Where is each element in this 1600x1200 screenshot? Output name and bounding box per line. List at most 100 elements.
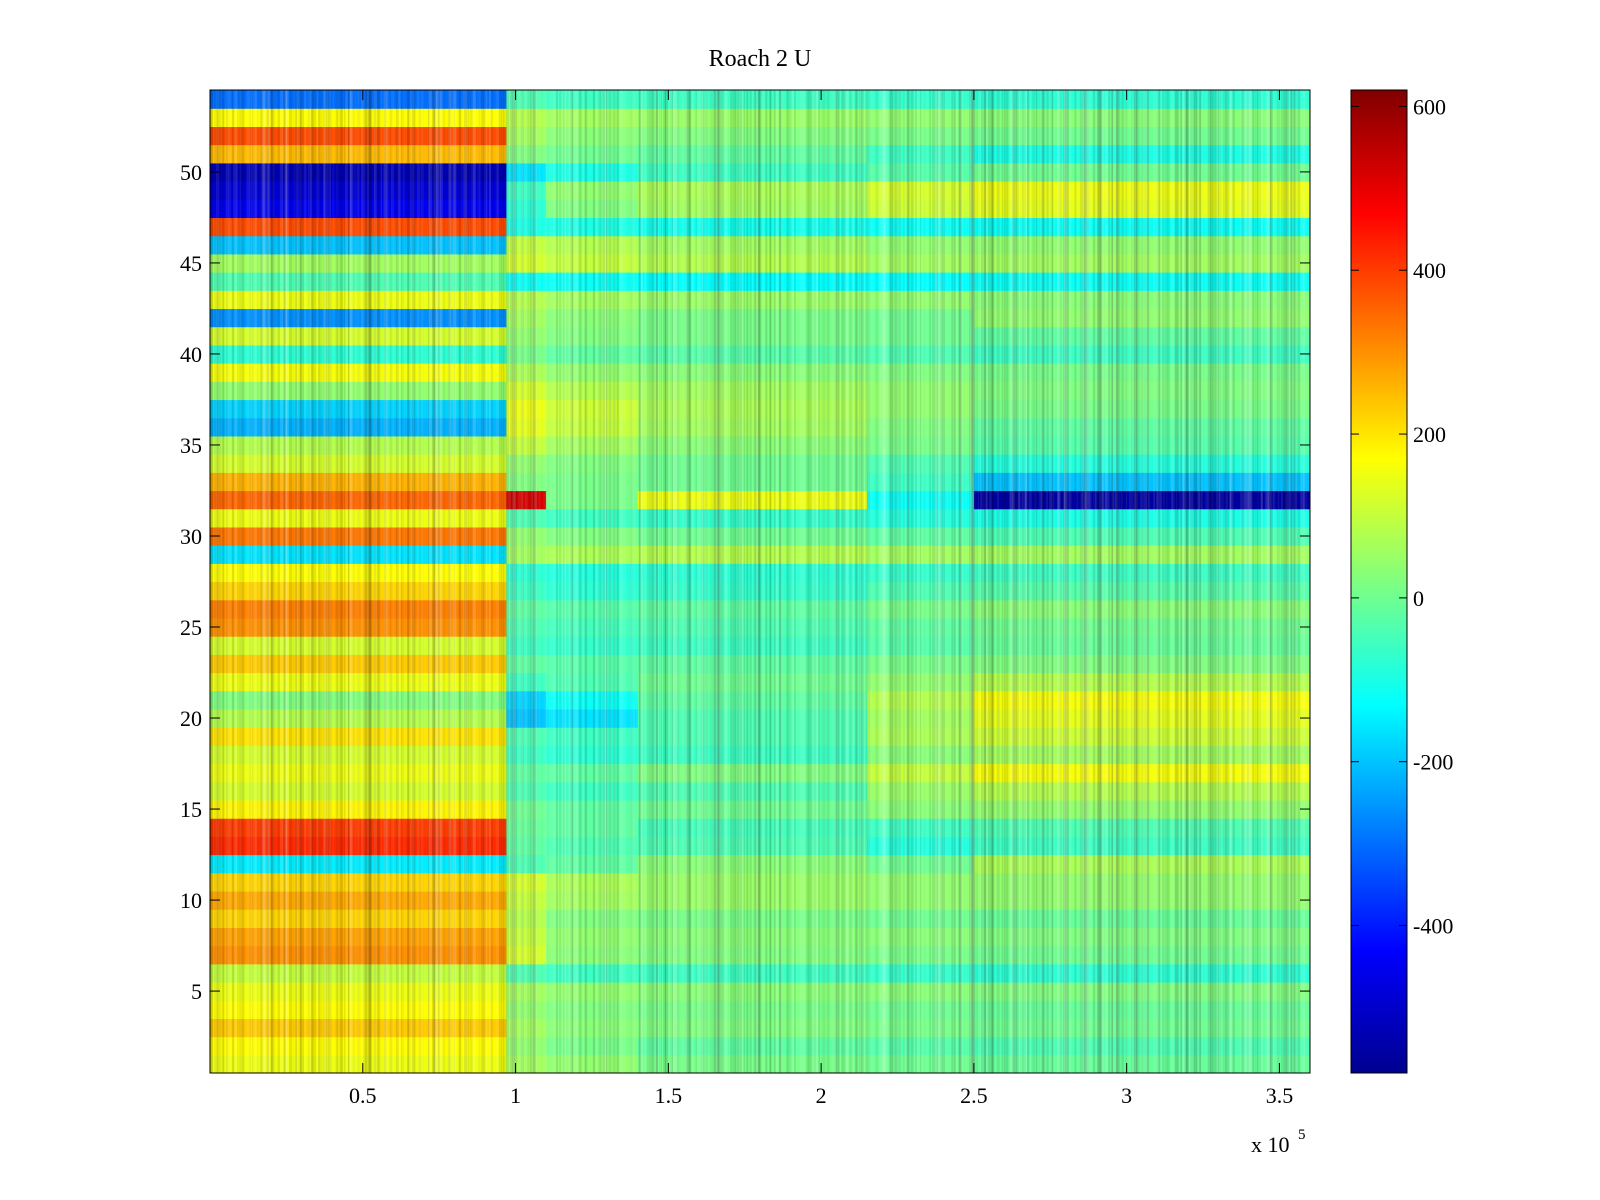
texture-stripe (1227, 90, 1230, 1073)
texture-stripe (759, 90, 762, 1073)
heatmap-cell (506, 545, 547, 564)
texture-stripe (769, 90, 772, 1073)
texture-stripe (971, 90, 974, 1073)
texture-stripe (609, 90, 612, 1073)
heatmap-cell (210, 144, 507, 164)
texture-stripe (1222, 90, 1224, 1073)
heatmap-cell (637, 890, 868, 910)
texture-stripe (1085, 90, 1088, 1073)
texture-stripe (1018, 90, 1020, 1073)
heatmap-cell (637, 199, 868, 219)
texture-stripe (570, 90, 573, 1073)
texture-stripe (341, 90, 343, 1073)
texture-stripe (593, 90, 595, 1073)
texture-stripe (438, 90, 441, 1073)
texture-stripe (237, 90, 239, 1073)
heatmap-cell (866, 90, 975, 109)
texture-stripe (521, 90, 524, 1073)
texture-stripe (957, 90, 960, 1073)
colorbar-tick-label: 600 (1413, 94, 1446, 119)
heatmap-cell (506, 927, 547, 947)
texture-stripe (373, 90, 377, 1073)
texture-stripe (1198, 90, 1201, 1073)
heatmap-cell (973, 326, 1310, 346)
texture-stripe (826, 90, 829, 1073)
texture-stripe (952, 90, 956, 1073)
texture-stripe (683, 90, 685, 1073)
texture-stripe (712, 90, 716, 1073)
texture-stripe (416, 90, 421, 1073)
heatmap-cell (973, 799, 1310, 819)
texture-stripe (1156, 90, 1158, 1073)
texture-stripe (1305, 90, 1308, 1073)
heatmap-cell (210, 181, 507, 200)
texture-stripe (239, 90, 241, 1073)
heatmap-cell (973, 1036, 1310, 1056)
texture-stripe (1255, 90, 1257, 1073)
heatmap-cell (210, 1054, 507, 1073)
texture-stripe (267, 90, 270, 1073)
texture-stripe (971, 90, 974, 1073)
texture-stripe (865, 90, 868, 1073)
texture-stripe (402, 90, 405, 1073)
texture-stripe (283, 90, 285, 1073)
texture-stripe (595, 90, 598, 1073)
texture-stripe (513, 90, 516, 1073)
texture-stripe (1105, 90, 1107, 1073)
texture-stripe (1086, 90, 1090, 1073)
texture-stripe (219, 90, 222, 1073)
texture-stripe (1105, 90, 1109, 1073)
texture-stripe (488, 90, 492, 1073)
texture-stripe (737, 90, 740, 1073)
texture-stripe (1269, 90, 1272, 1073)
texture-stripe (891, 90, 893, 1073)
texture-stripe (1147, 90, 1150, 1073)
texture-stripe (644, 90, 647, 1073)
texture-stripe (636, 90, 638, 1073)
texture-stripe (853, 90, 855, 1073)
texture-stripe (630, 90, 632, 1073)
heatmap-cell (546, 581, 639, 601)
texture-stripe (1268, 90, 1272, 1073)
texture-stripe (350, 90, 352, 1073)
texture-stripe (839, 90, 842, 1073)
texture-stripe (980, 90, 983, 1073)
texture-stripe (299, 90, 303, 1073)
texture-stripe (1102, 90, 1104, 1073)
texture-stripe (545, 90, 548, 1073)
heatmap-cell (210, 381, 507, 401)
texture-stripe (433, 90, 436, 1073)
texture-stripe (1027, 90, 1029, 1073)
heatmap-cell (210, 963, 507, 983)
heatmap-cell (210, 818, 507, 837)
texture-stripe (310, 90, 313, 1073)
texture-stripe (1049, 90, 1052, 1073)
texture-stripe (753, 90, 756, 1073)
texture-stripe (518, 90, 521, 1073)
texture-stripe (433, 90, 435, 1073)
heatmap-cell (866, 326, 975, 346)
texture-stripe (1185, 90, 1189, 1073)
texture-stripe (958, 90, 962, 1073)
texture-stripe (1198, 90, 1201, 1073)
texture-stripe (656, 90, 658, 1073)
texture-stripe (513, 90, 516, 1073)
texture-stripe (568, 90, 571, 1073)
texture-stripe (818, 90, 820, 1073)
texture-stripe (433, 90, 435, 1073)
heatmap-cell (637, 508, 868, 528)
texture-stripe (1101, 90, 1104, 1073)
heatmap-cell (506, 854, 547, 874)
heatmap-cell (210, 599, 507, 619)
heatmap-cell (973, 945, 1310, 965)
texture-stripe (1093, 90, 1096, 1073)
texture-stripe (1033, 90, 1036, 1073)
texture-stripe (477, 90, 479, 1073)
texture-stripe (905, 90, 909, 1073)
texture-stripe (800, 90, 803, 1073)
texture-stripe (507, 90, 509, 1073)
heatmap-cell (637, 253, 868, 273)
texture-stripe (563, 90, 565, 1073)
texture-stripe (1188, 90, 1191, 1073)
texture-stripe (1190, 90, 1193, 1073)
